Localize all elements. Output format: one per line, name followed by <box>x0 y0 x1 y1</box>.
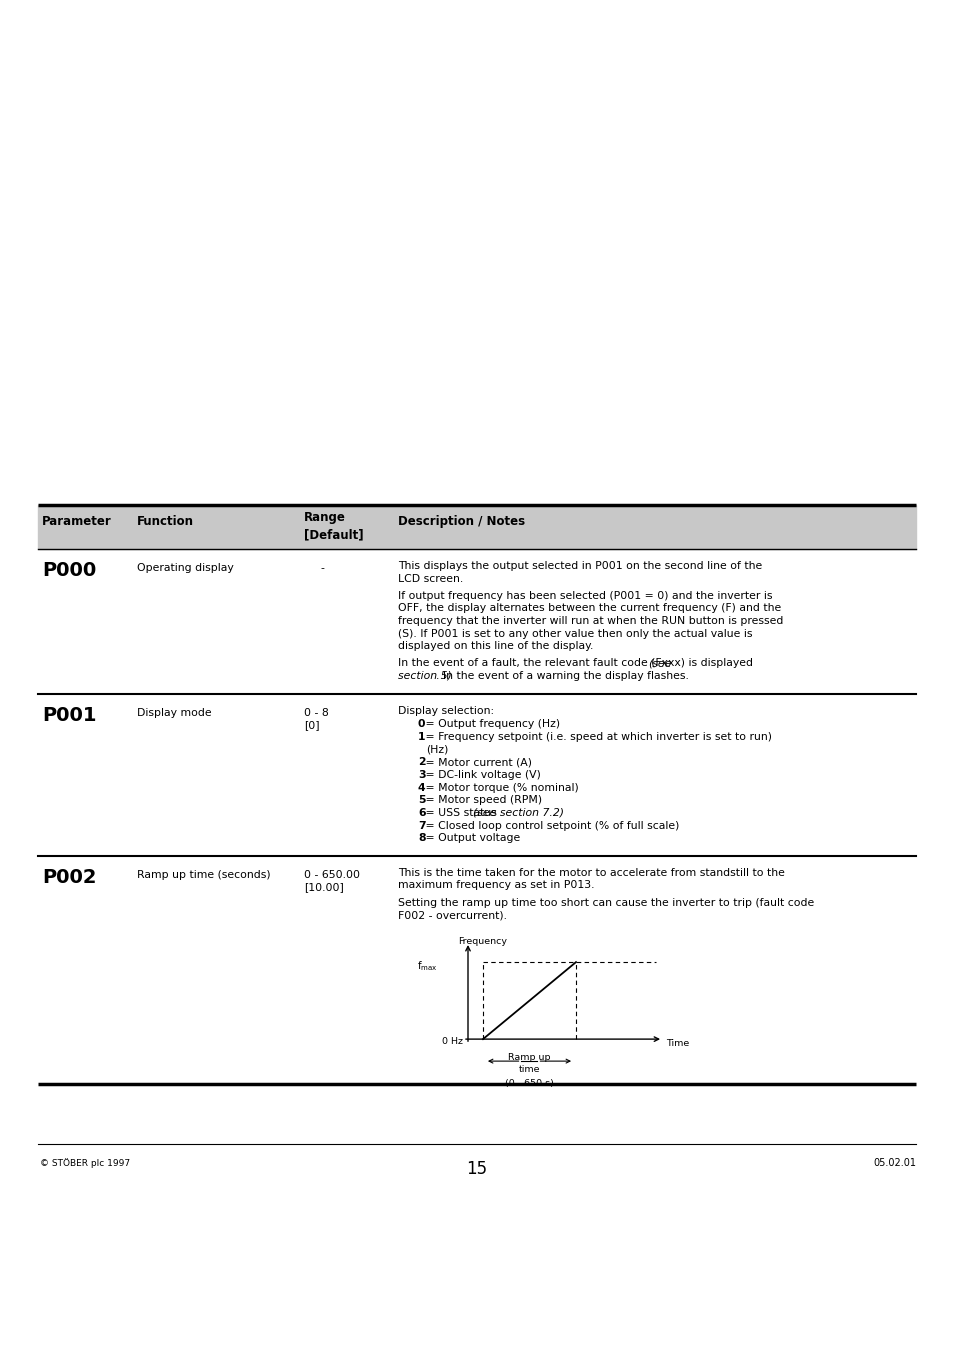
Text: (S). If P001 is set to any other value then only the actual value is: (S). If P001 is set to any other value t… <box>397 628 752 639</box>
Text: 1: 1 <box>417 732 425 742</box>
Text: This is the time taken for the motor to accelerate from standstill to the: This is the time taken for the motor to … <box>397 867 784 878</box>
Text: section 5): section 5) <box>397 671 452 681</box>
Text: [Default]: [Default] <box>304 528 363 542</box>
Text: = Motor current (A): = Motor current (A) <box>421 758 532 767</box>
Text: (Hz): (Hz) <box>426 744 448 755</box>
Text: (see: (see <box>648 658 671 669</box>
Text: Parameter: Parameter <box>42 515 112 528</box>
Text: -: - <box>319 563 323 573</box>
Text: Display selection:: Display selection: <box>397 705 494 716</box>
Text: (see section 7.2): (see section 7.2) <box>473 808 563 817</box>
Text: = Motor speed (RPM): = Motor speed (RPM) <box>421 796 541 805</box>
Text: 05.02.01: 05.02.01 <box>872 1158 915 1169</box>
Text: P002: P002 <box>42 867 96 886</box>
Text: Ramp up: Ramp up <box>508 1054 550 1062</box>
Text: 7: 7 <box>417 820 425 831</box>
Text: displayed on this line of the display.: displayed on this line of the display. <box>397 642 593 651</box>
Text: LCD screen.: LCD screen. <box>397 574 463 584</box>
Text: 3: 3 <box>417 770 425 780</box>
Text: 2: 2 <box>417 758 425 767</box>
Text: This displays the output selected in P001 on the second line of the: This displays the output selected in P00… <box>397 561 761 571</box>
Text: Description / Notes: Description / Notes <box>397 515 524 528</box>
Text: = Closed loop control setpoint (% of full scale): = Closed loop control setpoint (% of ful… <box>421 820 679 831</box>
Text: . In the event of a warning the display flashes.: . In the event of a warning the display … <box>436 671 688 681</box>
Text: In the event of a fault, the relevant fault code (Fxxx) is displayed: In the event of a fault, the relevant fa… <box>397 658 756 669</box>
Text: If output frequency has been selected (P001 = 0) and the inverter is: If output frequency has been selected (P… <box>397 590 772 601</box>
Text: 0 - 8: 0 - 8 <box>304 708 329 717</box>
Text: = USS status: = USS status <box>421 808 500 817</box>
Text: P000: P000 <box>42 561 96 580</box>
Text: Range: Range <box>304 511 346 524</box>
Text: Operating display: Operating display <box>137 563 233 573</box>
Text: frequency that the inverter will run at when the RUN button is pressed: frequency that the inverter will run at … <box>397 616 782 626</box>
Text: 15: 15 <box>466 1161 487 1178</box>
Text: Frequency: Frequency <box>457 938 506 946</box>
Bar <box>38 505 915 549</box>
Text: f$_{\mathrm{max}}$: f$_{\mathrm{max}}$ <box>416 959 437 973</box>
Text: F002 - overcurrent).: F002 - overcurrent). <box>397 911 506 920</box>
Text: Function: Function <box>137 515 193 528</box>
Text: 5: 5 <box>417 796 425 805</box>
Text: 0: 0 <box>417 720 425 730</box>
Text: © STÖBER plc 1997: © STÖBER plc 1997 <box>40 1158 130 1169</box>
Text: Setting the ramp up time too short can cause the inverter to trip (fault code: Setting the ramp up time too short can c… <box>397 897 814 908</box>
Text: OFF, the display alternates between the current frequency (F) and the: OFF, the display alternates between the … <box>397 604 781 613</box>
Text: = Output frequency (Hz): = Output frequency (Hz) <box>421 720 559 730</box>
Text: [10.00]: [10.00] <box>304 882 343 893</box>
Text: time: time <box>518 1065 539 1074</box>
Text: Ramp up time (seconds): Ramp up time (seconds) <box>137 870 271 880</box>
Text: P001: P001 <box>42 705 96 724</box>
Text: 8: 8 <box>417 834 425 843</box>
Text: Display mode: Display mode <box>137 708 212 717</box>
Text: = Output voltage: = Output voltage <box>421 834 519 843</box>
Text: [0]: [0] <box>304 720 319 730</box>
Text: 0 - 650.00: 0 - 650.00 <box>304 870 359 880</box>
Text: 0 Hz: 0 Hz <box>441 1038 462 1046</box>
Text: Time: Time <box>665 1039 688 1047</box>
Text: 4: 4 <box>417 782 425 793</box>
Text: = DC-link voltage (V): = DC-link voltage (V) <box>421 770 540 780</box>
Text: = Frequency setpoint (i.e. speed at which inverter is set to run): = Frequency setpoint (i.e. speed at whic… <box>421 732 771 742</box>
Text: 6: 6 <box>417 808 425 817</box>
Text: = Motor torque (% nominal): = Motor torque (% nominal) <box>421 782 578 793</box>
Text: maximum frequency as set in P013.: maximum frequency as set in P013. <box>397 881 594 890</box>
Text: (0 - 650 s): (0 - 650 s) <box>504 1079 554 1088</box>
